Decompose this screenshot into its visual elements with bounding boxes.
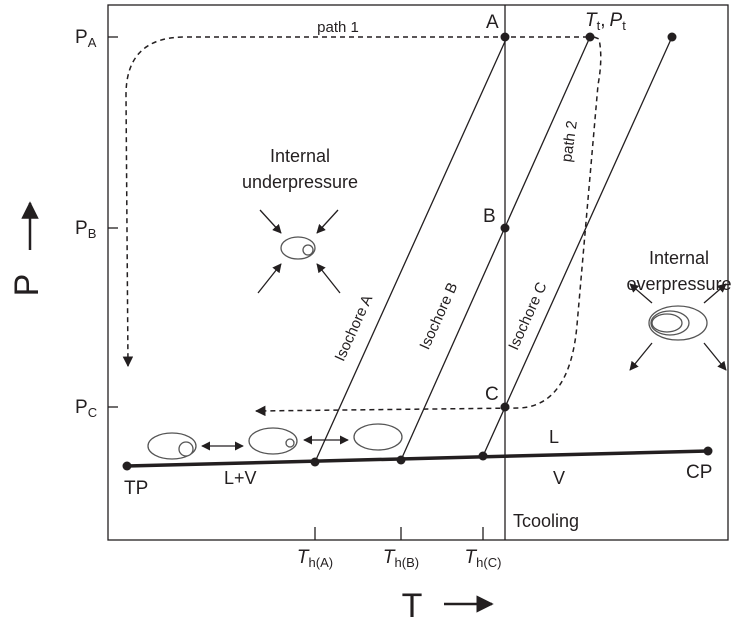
trapping-label: Tt, Pt bbox=[585, 10, 626, 33]
tick-main: P bbox=[75, 218, 88, 239]
x-axis-label: T bbox=[402, 587, 423, 621]
x-tick-label: Th(A) bbox=[297, 547, 333, 570]
y-axis-label: P bbox=[8, 274, 46, 297]
isochore-line bbox=[314, 36, 508, 463]
arrow bbox=[629, 342, 653, 371]
isochore-line bbox=[482, 36, 673, 457]
y-tick-label: PC bbox=[75, 397, 97, 420]
note: underpressure bbox=[242, 172, 358, 192]
point bbox=[500, 223, 510, 233]
lv-curve bbox=[126, 449, 709, 468]
label-part: T bbox=[585, 10, 598, 31]
path-label: path 1 bbox=[317, 19, 359, 36]
point bbox=[585, 32, 595, 42]
bubble bbox=[178, 441, 194, 457]
point bbox=[500, 402, 510, 412]
bubble bbox=[302, 244, 314, 256]
region-label: L+V bbox=[224, 468, 257, 488]
point bbox=[396, 455, 406, 465]
frame bbox=[107, 4, 729, 541]
cooling-label: Tcooling bbox=[513, 511, 579, 531]
isochore-label: Isochore A bbox=[332, 292, 377, 364]
arrow bbox=[316, 209, 339, 234]
tick-main: P bbox=[75, 27, 88, 48]
point bbox=[500, 32, 510, 42]
arrow bbox=[703, 283, 727, 304]
label-part: , bbox=[600, 10, 605, 31]
tick-sub: h(A) bbox=[309, 555, 334, 570]
note: overpressure bbox=[626, 274, 731, 294]
tick-main: P bbox=[75, 397, 88, 418]
tick-main: T bbox=[297, 547, 310, 568]
inclusion bbox=[248, 427, 298, 455]
isochore-label: Isochore C bbox=[505, 279, 550, 352]
bubble bbox=[651, 313, 683, 333]
point-label: TP bbox=[124, 478, 148, 499]
point bbox=[310, 457, 320, 467]
path-1 bbox=[122, 36, 588, 368]
tick-sub: C bbox=[88, 405, 97, 420]
point-label: B bbox=[483, 206, 496, 227]
tick-main: T bbox=[465, 547, 478, 568]
tick-sub: A bbox=[88, 35, 97, 50]
arrow bbox=[257, 263, 282, 294]
tick-sub: h(C) bbox=[476, 555, 501, 570]
label-part: P bbox=[610, 10, 623, 31]
path-label: path 2 bbox=[558, 120, 581, 164]
arrow bbox=[629, 283, 653, 304]
arrow bbox=[703, 342, 727, 371]
bubble bbox=[285, 438, 295, 448]
region-label: L bbox=[549, 427, 559, 447]
point-label: A bbox=[486, 12, 499, 33]
region-label: V bbox=[553, 468, 565, 488]
point bbox=[667, 32, 677, 42]
y-tick-label: PB bbox=[75, 218, 96, 241]
point bbox=[478, 451, 488, 461]
point bbox=[122, 461, 132, 471]
note: Internal bbox=[270, 146, 330, 166]
label-sub: t bbox=[622, 18, 626, 33]
point bbox=[703, 446, 713, 456]
inclusion bbox=[353, 423, 403, 451]
point-label: C bbox=[485, 384, 499, 405]
point-label: CP bbox=[686, 462, 712, 483]
label-sub: t bbox=[597, 18, 601, 33]
tick-sub: B bbox=[88, 226, 97, 241]
note: Internal bbox=[649, 248, 709, 268]
tick-sub: h(B) bbox=[395, 555, 420, 570]
tick-main: T bbox=[383, 547, 396, 568]
path-2 bbox=[254, 36, 602, 417]
arrow bbox=[316, 263, 341, 294]
isochore-line bbox=[400, 36, 591, 461]
arrow bbox=[259, 209, 282, 234]
x-tick-label: Th(B) bbox=[383, 547, 419, 570]
y-tick-label: PA bbox=[75, 27, 97, 50]
x-tick-label: Th(C) bbox=[465, 547, 502, 570]
